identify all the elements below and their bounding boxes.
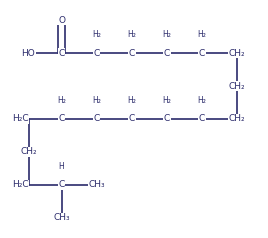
Text: C: C [199,114,205,124]
Text: C: C [164,49,170,58]
Text: H₂: H₂ [198,96,207,105]
Text: CH₂: CH₂ [229,49,245,58]
Text: H₂: H₂ [162,96,172,105]
Text: H₂: H₂ [162,30,172,39]
Text: H₂C: H₂C [12,114,29,124]
Text: H₂: H₂ [198,30,207,39]
Text: H₂: H₂ [92,30,101,39]
Text: H: H [59,162,64,171]
Text: C: C [58,49,65,58]
Text: C: C [58,180,65,189]
Text: H₂: H₂ [127,96,136,105]
Text: CH₂: CH₂ [229,114,245,124]
Text: CH₂: CH₂ [20,148,37,156]
Text: C: C [94,114,100,124]
Text: C: C [94,49,100,58]
Text: CH₂: CH₂ [229,82,245,90]
Text: C: C [58,114,65,124]
Text: H₂: H₂ [57,96,66,105]
Text: H₂C: H₂C [12,180,29,189]
Text: C: C [199,49,205,58]
Text: O: O [58,16,65,25]
Text: C: C [129,49,135,58]
Text: C: C [129,114,135,124]
Text: CH₃: CH₃ [88,180,105,189]
Text: CH₃: CH₃ [53,213,70,222]
Text: H₂: H₂ [127,30,136,39]
Text: HO: HO [21,49,35,58]
Text: H₂: H₂ [92,96,101,105]
Text: C: C [164,114,170,124]
